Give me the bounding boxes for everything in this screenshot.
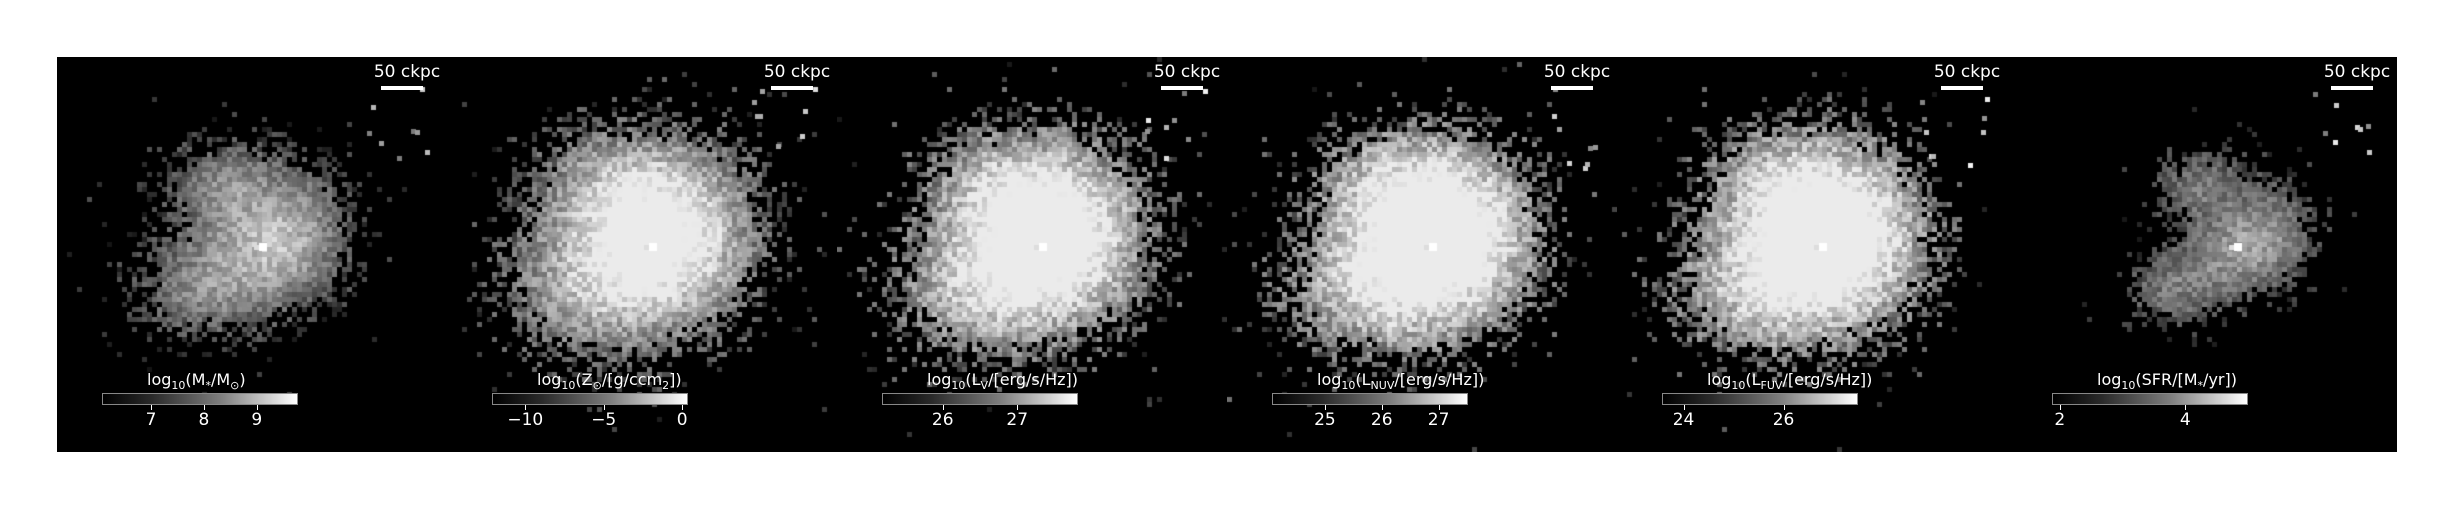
scalebar-line (1941, 86, 1983, 90)
scalebar-label: 50 ckpc (1153, 62, 1221, 82)
colorbar-tick (2059, 405, 2061, 410)
colorbar (1272, 393, 1468, 405)
colorbar-label: log10(Z⊙/[g/ccm2]) (537, 370, 682, 393)
colorbar (102, 393, 298, 405)
colorbar-tick-label: 24 (1672, 410, 1695, 430)
scalebar-line (771, 86, 813, 90)
scalebar-line (381, 86, 423, 90)
colorbar-label: log10(SFR/[M*/yr]) (2097, 370, 2237, 393)
colorbar-tick (682, 405, 684, 410)
map-panel-star-formation-rate: 50 ckpc log10(SFR/[M*/yr]) 2 4 (2007, 57, 2397, 452)
colorbar-tick-label: 27 (1427, 410, 1450, 430)
scalebar-label: 50 ckpc (373, 62, 441, 82)
scalebar-line (2331, 86, 2373, 90)
scalebar-line (1161, 86, 1203, 90)
scalebar-label: 50 ckpc (1933, 62, 2001, 82)
colorbar-label: log10(LNUV/[erg/s/Hz]) (1317, 370, 1485, 393)
colorbar-tick-label: 27 (1006, 410, 1029, 430)
map-panel-luminosity-nuv: 50 ckpc log10(LNUV/[erg/s/Hz]) 25 26 27 (1227, 57, 1617, 452)
map-panel-stellar-mass: 50 ckpc log10(M*/M⊙) 7 8 9 (57, 57, 447, 452)
scalebar-label: 50 ckpc (1543, 62, 1611, 82)
colorbar-tick (256, 405, 258, 410)
figure-canvas: 50 ckpc log10(M*/M⊙) 7 8 9 50 ckpc log10(Z⊙/[g… (57, 57, 2397, 452)
colorbar-tick (151, 405, 152, 410)
projection-image (57, 57, 447, 452)
map-panel-metal-surface-density: 50 ckpc log10(Z⊙/[g/ccm2]) −10 −5 0 (447, 57, 837, 452)
colorbar-tick-label: −10 (507, 410, 544, 430)
colorbar (2052, 393, 2248, 405)
projection-image (447, 57, 837, 452)
scalebar-line (1551, 86, 1593, 90)
colorbar-tick (203, 405, 205, 410)
colorbar (1662, 393, 1858, 405)
colorbar-tick-label: 9 (251, 410, 263, 430)
projection-image (1617, 57, 2007, 452)
colorbar-tick-label: 26 (1370, 410, 1393, 430)
colorbar-label: log10(LV/[erg/s/Hz]) (927, 370, 1079, 393)
colorbar-tick (1324, 405, 1326, 410)
projection-image (1227, 57, 1617, 452)
colorbar-label: log10(M*/M⊙) (147, 370, 246, 393)
colorbar-tick-label: 4 (2179, 410, 2191, 430)
colorbar-tick (603, 405, 605, 410)
colorbar-label: log10(LFUV/[erg/s/Hz]) (1707, 370, 1873, 393)
colorbar-tick-label: 2 (2054, 410, 2066, 430)
colorbar-tick (942, 405, 944, 410)
colorbar-tick-label: 8 (198, 410, 210, 430)
colorbar-tick (1381, 405, 1383, 410)
colorbar-tick (1017, 405, 1019, 410)
colorbar-tick-label: 26 (931, 410, 954, 430)
colorbar-tick (1783, 405, 1785, 410)
colorbar-tick (2185, 405, 2187, 410)
projection-image (2007, 57, 2397, 452)
colorbar-tick-label: 7 (145, 410, 157, 430)
colorbar (882, 393, 1078, 405)
scalebar-label: 50 ckpc (2323, 62, 2391, 82)
colorbar-tick (1438, 405, 1440, 410)
colorbar-tick-label: 25 (1314, 410, 1336, 430)
colorbar-tick (1683, 405, 1685, 410)
colorbar (492, 393, 688, 405)
map-panel-luminosity-v: 50 ckpc log10(LV/[erg/s/Hz]) 26 27 (837, 57, 1227, 452)
colorbar-tick-label: 0 (676, 410, 688, 430)
colorbar-tick-label: −5 (591, 410, 617, 430)
projection-image (837, 57, 1227, 452)
colorbar-tick-label: 26 (1772, 410, 1795, 430)
scalebar-label: 50 ckpc (763, 62, 831, 82)
map-panel-luminosity-fuv: 50 ckpc log10(LFUV/[erg/s/Hz]) 24 26 (1617, 57, 2007, 452)
colorbar-tick (525, 405, 527, 410)
